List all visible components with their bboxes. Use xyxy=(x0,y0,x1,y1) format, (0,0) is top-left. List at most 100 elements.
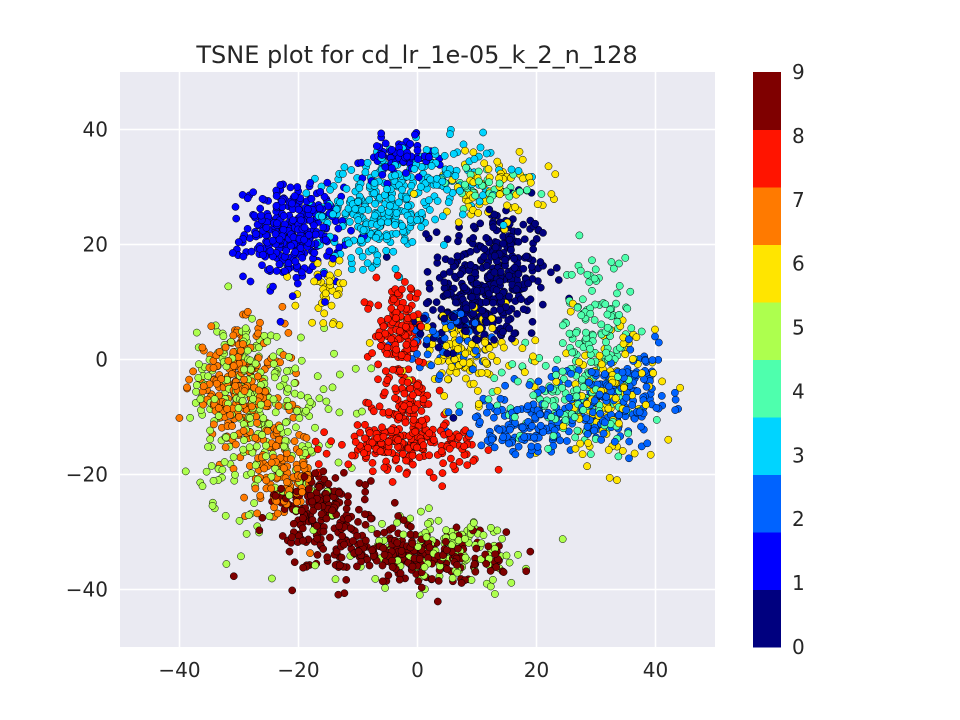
scatter-point-class-9 xyxy=(486,567,495,575)
scatter-point-class-4 xyxy=(550,402,559,410)
scatter-point-class-6 xyxy=(493,386,502,395)
scatter-point-class-0 xyxy=(467,274,475,283)
scatter-point-class-4 xyxy=(495,179,504,188)
scatter-point-class-2 xyxy=(423,350,432,359)
scatter-point-class-5 xyxy=(297,333,305,342)
scatter-point-class-6 xyxy=(481,338,489,347)
scatter-point-class-7 xyxy=(263,427,272,435)
scatter-point-class-8 xyxy=(368,459,377,467)
scatter-point-class-5 xyxy=(262,452,270,461)
scatter-point-class-2 xyxy=(429,327,437,335)
scatter-point-class-4 xyxy=(613,289,621,298)
scatter-point-class-7 xyxy=(224,357,233,365)
y-tick-label: 20 xyxy=(83,233,108,257)
scatter-point-class-2 xyxy=(633,387,642,396)
scatter-point-class-7 xyxy=(185,375,193,384)
scatter-point-class-9 xyxy=(271,492,280,500)
scatter-point-class-6 xyxy=(511,203,519,211)
scatter-point-class-3 xyxy=(372,233,380,242)
scatter-point-class-7 xyxy=(287,455,295,463)
scatter-point-class-2 xyxy=(423,336,431,344)
scatter-point-class-6 xyxy=(444,375,452,384)
scatter-point-class-9 xyxy=(323,553,332,562)
scatter-point-class-5 xyxy=(331,575,340,584)
scatter-point-class-5 xyxy=(204,372,212,381)
scatter-point-class-9 xyxy=(308,516,317,524)
scatter-point-class-8 xyxy=(414,357,423,366)
scatter-point-class-0 xyxy=(513,310,521,318)
colorbar-segment xyxy=(753,187,781,245)
scatter-point-class-4 xyxy=(461,180,469,189)
scatter-point-class-1 xyxy=(275,235,284,244)
colorbar-segment xyxy=(753,244,781,303)
scatter-point-class-9 xyxy=(277,484,285,493)
scatter-point-class-0 xyxy=(527,262,536,271)
scatter-point-class-9 xyxy=(309,506,318,515)
scatter-point-class-6 xyxy=(518,344,527,353)
scatter-point-class-8 xyxy=(409,312,418,320)
scatter-point-class-3 xyxy=(387,194,396,203)
x-tick-label: 0 xyxy=(411,658,424,682)
scatter-point-class-1 xyxy=(403,152,411,161)
scatter-point-class-8 xyxy=(372,273,381,282)
x-tick-label: −40 xyxy=(158,658,200,682)
scatter-point-class-6 xyxy=(571,444,580,453)
scatter-point-class-9 xyxy=(285,547,294,556)
y-tick-label: −40 xyxy=(66,578,108,602)
scatter-point-class-8 xyxy=(401,418,410,427)
scatter-point-class-5 xyxy=(247,469,256,478)
scatter-point-class-3 xyxy=(443,170,452,178)
colorbar-tick-label: 1 xyxy=(792,571,805,595)
scatter-point-class-9 xyxy=(322,494,331,503)
scatter-point-class-2 xyxy=(506,425,514,434)
scatter-point-class-9 xyxy=(365,561,374,570)
scatter-point-class-1 xyxy=(249,188,258,197)
scatter-point-class-2 xyxy=(436,371,444,380)
scatter-point-class-6 xyxy=(628,355,637,363)
scatter-point-class-9 xyxy=(373,529,382,538)
scatter-point-class-0 xyxy=(539,229,547,237)
scatter-point-class-8 xyxy=(395,465,403,473)
scatter-point-class-9 xyxy=(311,469,319,478)
scatter-point-class-8 xyxy=(410,404,419,413)
scatter-point-class-3 xyxy=(507,165,516,174)
scatter-point-class-7 xyxy=(260,464,269,473)
scatter-point-class-1 xyxy=(297,268,306,277)
scatter-point-class-5 xyxy=(265,419,274,428)
scatter-point-class-7 xyxy=(278,302,287,311)
scatter-point-class-1 xyxy=(294,205,303,214)
scatter-point-class-4 xyxy=(558,339,567,347)
scatter-point-class-6 xyxy=(519,174,527,183)
scatter-point-class-1 xyxy=(381,163,390,171)
scatter-point-class-1 xyxy=(275,260,284,269)
scatter-point-class-8 xyxy=(387,304,396,313)
scatter-point-class-1 xyxy=(306,178,315,187)
scatter-point-class-8 xyxy=(419,395,428,404)
scatter-point-class-6 xyxy=(500,343,508,352)
scatter-point-class-8 xyxy=(424,400,433,408)
scatter-point-class-1 xyxy=(325,247,334,256)
scatter-point-class-2 xyxy=(455,336,464,344)
colorbar-segment xyxy=(753,474,781,533)
scatter-point-class-5 xyxy=(281,418,290,427)
scatter-point-class-9 xyxy=(324,480,333,488)
scatter-point-class-2 xyxy=(496,394,505,403)
scatter-point-class-5 xyxy=(415,591,424,599)
scatter-point-class-9 xyxy=(342,576,351,584)
scatter-point-class-5 xyxy=(371,575,380,583)
scatter-point-class-7 xyxy=(229,362,238,370)
scatter-point-class-9 xyxy=(335,561,344,570)
scatter-point-class-8 xyxy=(338,440,346,449)
scatter-point-class-6 xyxy=(474,400,483,408)
scatter-point-class-4 xyxy=(508,360,517,368)
scatter-point-class-0 xyxy=(519,220,528,229)
scatter-point-class-2 xyxy=(528,422,536,430)
scatter-point-class-9 xyxy=(300,472,309,481)
scatter-point-class-3 xyxy=(368,245,376,254)
scatter-point-class-5 xyxy=(222,560,231,568)
scatter-point-class-9 xyxy=(393,538,402,547)
scatter-point-class-4 xyxy=(572,328,581,337)
scatter-point-class-8 xyxy=(320,428,328,437)
scatter-point-class-3 xyxy=(358,252,367,261)
scatter-point-class-6 xyxy=(452,368,461,377)
